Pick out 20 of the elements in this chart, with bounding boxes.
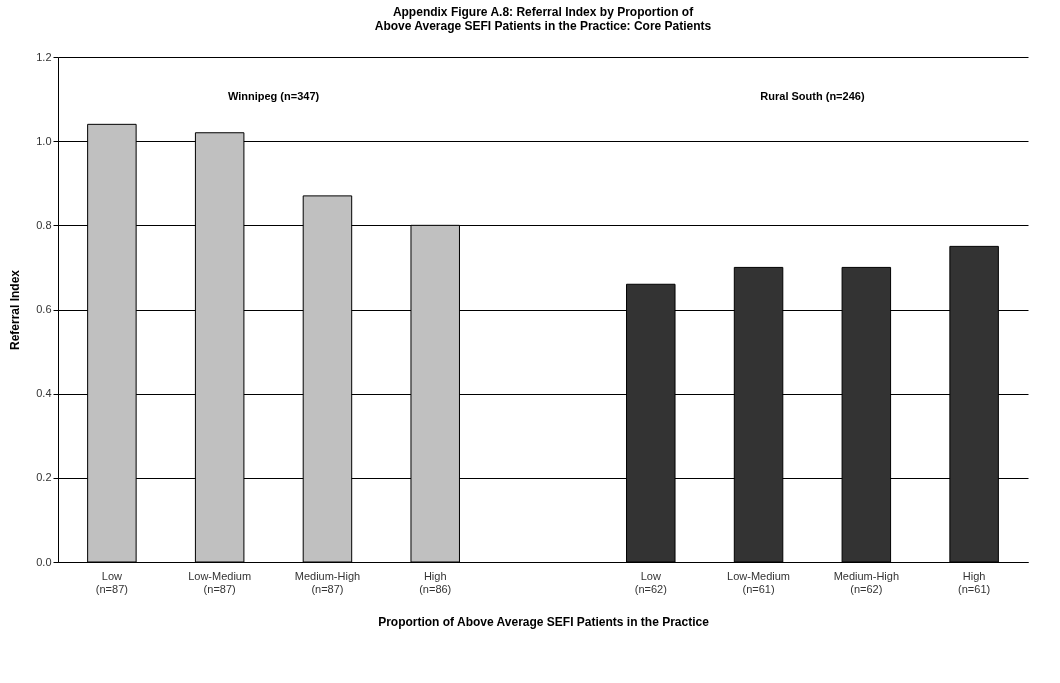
y-tick-label: 0.2 [36,471,52,484]
x-tick-label: Medium-High (n=62) [833,569,900,595]
x-tick-label: High (n=61) [958,569,991,595]
y-tick-label: 0.0 [36,555,52,568]
y-tick-label: 1.2 [36,50,52,63]
annotation: Winnipeg (n=347) [227,90,320,102]
x-tick-label: High (n=86) [419,569,452,595]
x-tick-label: Medium-High (n=87) [294,569,361,595]
y-tick-label: 0.8 [36,218,52,231]
y-axis-title: Referral Index [8,269,23,351]
x-tick-label: Low (n=87) [95,569,128,595]
y-tick-label: 0.4 [36,387,52,400]
y-tick-label: 1.0 [36,134,52,147]
y-tick-label: 0.6 [36,303,52,315]
x-tick-label: Low (n=62) [634,569,667,595]
x-axis-title: Proportion of Above Average SEFI Patients in the Practice [378,614,710,629]
chart-title: Appendix Figure A.8: Referral Index by Proportion of Above Average SEFI Patients in the Practice: Core Patients [374,5,712,33]
x-tick-label: Low-Medium (n=87) [188,569,252,595]
x-tick-label: Low-Medium (n=61) [727,569,791,595]
annotation: Rural South (n=246) [760,90,865,102]
